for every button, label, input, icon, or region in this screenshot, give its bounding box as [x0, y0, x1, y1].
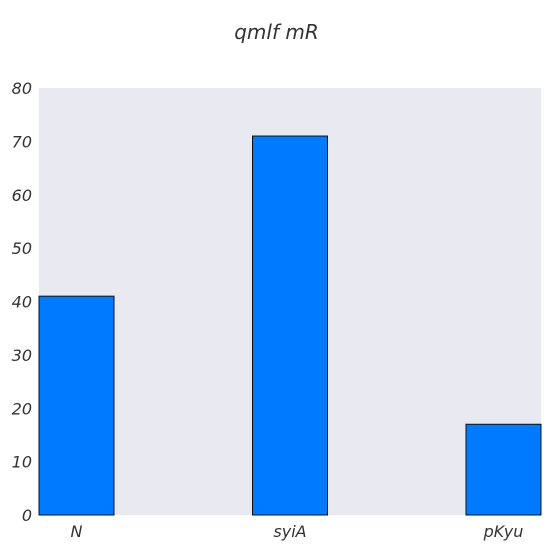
- bar: [38, 295, 115, 516]
- y-tick-label: 0: [22, 506, 32, 525]
- y-tick-label: 70: [12, 132, 32, 151]
- y-tick-label: 20: [12, 399, 32, 418]
- y-tick-label: 10: [12, 453, 32, 472]
- y-tick-label: 40: [12, 293, 32, 312]
- y-axis-ticks: 0 10 20 30 40 50 60 70 80: [12, 79, 32, 525]
- y-tick-label: 80: [12, 79, 32, 98]
- bar: [252, 135, 328, 516]
- y-tick-label: 50: [12, 239, 32, 258]
- bars-group: [38, 135, 542, 516]
- y-tick-label: 30: [12, 346, 32, 365]
- bar: [465, 423, 542, 516]
- x-tick-label: N: [71, 522, 83, 541]
- y-tick-label: 60: [12, 186, 32, 205]
- x-tick-label: syiA: [273, 522, 306, 541]
- x-tick-label: pKyu: [483, 522, 524, 541]
- chart-title: qmlf mR: [234, 20, 319, 44]
